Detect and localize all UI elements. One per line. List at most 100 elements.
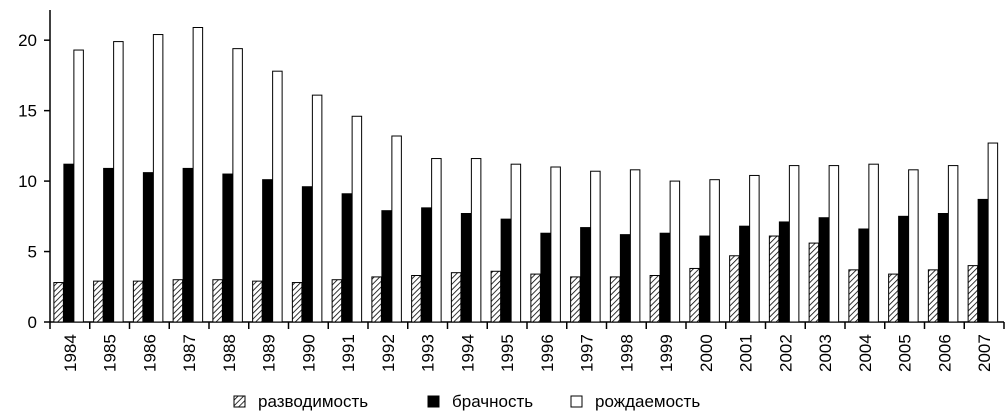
legend-swatch bbox=[570, 395, 583, 408]
x-tick-label: 1990 bbox=[299, 334, 318, 372]
bar-solid-black bbox=[142, 172, 154, 323]
bar-hatched bbox=[848, 269, 859, 323]
bar-white-outline bbox=[868, 163, 879, 323]
bar-solid-black bbox=[898, 215, 909, 323]
legend-item: брачность bbox=[427, 392, 533, 411]
bar-solid-black bbox=[341, 193, 353, 323]
bar-white-outline bbox=[629, 169, 641, 323]
bar-solid-black bbox=[421, 207, 432, 323]
y-tick-label: 15 bbox=[18, 102, 37, 121]
x-tick-label: 1998 bbox=[617, 334, 636, 372]
bar-solid-black bbox=[778, 221, 790, 323]
x-tick-label: 2006 bbox=[935, 334, 954, 372]
x-tick-label: 1984 bbox=[61, 334, 80, 372]
bar-solid-black bbox=[818, 217, 830, 323]
bar-solid-black bbox=[103, 167, 114, 323]
bar-solid-black bbox=[977, 198, 989, 323]
bar-solid-black bbox=[937, 213, 949, 323]
bar-white-outline bbox=[908, 169, 919, 323]
bar-white-outline bbox=[947, 165, 959, 323]
bar-solid-black bbox=[619, 234, 631, 323]
bar-solid-black bbox=[182, 167, 194, 323]
x-tick-label: 1996 bbox=[538, 334, 557, 372]
bar-solid-black bbox=[580, 227, 591, 323]
legend-item: разводимость bbox=[233, 392, 368, 411]
bar-white-outline bbox=[73, 49, 84, 323]
bar-white-outline bbox=[272, 70, 283, 323]
x-tick-label: 2002 bbox=[776, 334, 795, 372]
bar-white-outline bbox=[590, 170, 601, 323]
y-tick-label: 20 bbox=[18, 31, 37, 50]
bar-hatched bbox=[132, 280, 144, 323]
bar-solid-black bbox=[301, 186, 313, 323]
bar-solid-black bbox=[262, 179, 273, 323]
legend: разводимость брачность рождаемость bbox=[233, 392, 700, 411]
bar-white-outline bbox=[192, 27, 204, 323]
x-tick-label: 2005 bbox=[896, 334, 915, 372]
bar-hatched bbox=[212, 279, 223, 323]
bar-white-outline bbox=[828, 165, 840, 323]
x-tick-label: 2003 bbox=[816, 334, 835, 372]
y-tick-label: 10 bbox=[18, 172, 37, 191]
bar-hatched bbox=[609, 276, 621, 323]
bar-white-outline bbox=[311, 94, 323, 323]
bar-hatched bbox=[729, 255, 740, 323]
bar-solid-black bbox=[659, 232, 671, 323]
y-tick-label: 0 bbox=[28, 313, 37, 332]
x-tick-label: 1986 bbox=[140, 334, 159, 372]
x-tick-label: 1987 bbox=[180, 334, 199, 372]
bar-white-outline bbox=[391, 135, 402, 323]
bar-hatched bbox=[967, 265, 979, 323]
y-tick-label: 5 bbox=[28, 243, 37, 262]
bar-hatched bbox=[411, 275, 422, 323]
bar-hatched bbox=[768, 235, 780, 323]
bar-solid-black bbox=[460, 213, 472, 323]
bar-hatched bbox=[291, 282, 303, 323]
legend-label: рождаемость bbox=[595, 392, 700, 411]
x-tick-label: 1997 bbox=[578, 334, 597, 372]
x-tick-label: 1994 bbox=[458, 334, 477, 372]
bar-white-outline bbox=[669, 180, 681, 323]
bar-white-outline bbox=[113, 41, 124, 323]
legend-item: рождаемость bbox=[570, 392, 700, 411]
x-tick-label: 2001 bbox=[737, 334, 756, 372]
x-tick-label: 1989 bbox=[260, 334, 279, 372]
x-tick-label: 1985 bbox=[101, 334, 120, 372]
x-tick-label: 2007 bbox=[975, 334, 994, 372]
bar-hatched bbox=[53, 282, 64, 323]
bar-hatched bbox=[530, 273, 541, 323]
bar-white-outline bbox=[152, 34, 164, 323]
bar-white-outline bbox=[232, 48, 243, 323]
legend-swatch bbox=[427, 395, 440, 408]
legend-swatch bbox=[233, 395, 246, 408]
bar-white-outline bbox=[788, 165, 800, 323]
bar-hatched bbox=[689, 267, 700, 323]
bar-hatched bbox=[172, 279, 184, 323]
bar-white-outline bbox=[709, 179, 720, 323]
bar-white-outline bbox=[987, 142, 999, 323]
x-tick-label: 1993 bbox=[419, 334, 438, 372]
bar-white-outline bbox=[749, 174, 760, 323]
bar-white-outline bbox=[550, 166, 561, 323]
bar-hatched bbox=[927, 269, 939, 323]
bar-hatched bbox=[371, 276, 382, 323]
legend-label: брачность bbox=[452, 392, 533, 411]
bar-hatched bbox=[649, 275, 661, 323]
bar-hatched bbox=[888, 273, 899, 323]
bar-hatched bbox=[570, 276, 581, 323]
x-tick-label: 1999 bbox=[657, 334, 676, 372]
bar-hatched bbox=[450, 272, 462, 323]
bar-solid-black bbox=[222, 173, 233, 323]
bar-solid-black bbox=[381, 210, 392, 323]
x-tick-label: 1988 bbox=[220, 334, 239, 372]
bar-solid-black bbox=[63, 163, 74, 323]
x-tick-label: 1991 bbox=[339, 334, 358, 372]
bar-white-outline bbox=[470, 158, 482, 323]
plot-area: 0 5 10 15 20 1984 1985 1986 1987 1988 1989 1990 1991… bbox=[18, 10, 1005, 372]
bar-solid-black bbox=[858, 228, 869, 323]
x-tick-label: 2004 bbox=[856, 334, 875, 372]
bar-hatched bbox=[93, 280, 104, 323]
bar-solid-black bbox=[699, 235, 710, 323]
bar-hatched bbox=[490, 270, 502, 323]
